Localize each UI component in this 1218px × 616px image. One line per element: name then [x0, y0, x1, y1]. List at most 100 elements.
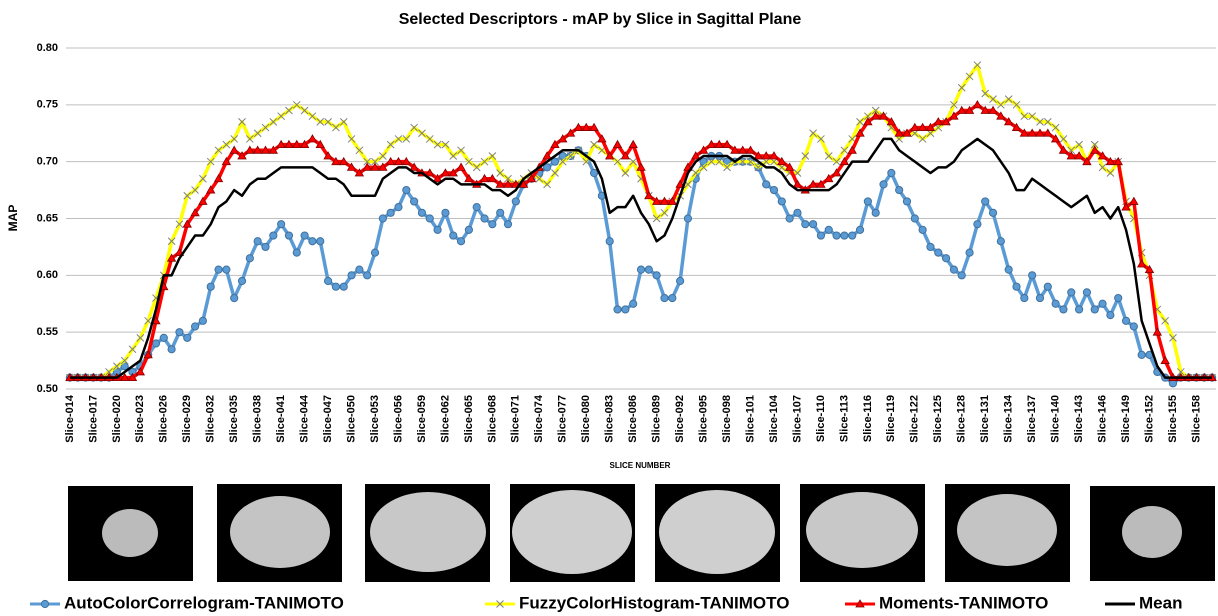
data-point: [1012, 282, 1021, 291]
legend-label: Moments-TANIMOTO: [879, 593, 1048, 612]
data-point: [440, 168, 451, 177]
data-point: [1028, 112, 1037, 121]
data-point: [237, 276, 247, 286]
data-point: [808, 179, 818, 188]
data-point: [347, 271, 356, 280]
data-point: [855, 128, 865, 137]
data-point: [253, 237, 262, 246]
data-point: [323, 276, 333, 286]
data-point: [222, 265, 231, 274]
data-point: [488, 152, 497, 160]
y-tick-label: 0.70: [37, 156, 58, 168]
data-point: [175, 328, 184, 337]
data-point: [378, 214, 387, 223]
data-point: [714, 139, 724, 149]
x-tick-label: Slice-128: [956, 395, 968, 443]
data-point: [472, 203, 481, 212]
x-tick-label: Slice-146: [1096, 395, 1108, 443]
data-point: [410, 197, 419, 206]
data-point: [1058, 145, 1069, 154]
x-tick-label: Slice-047: [322, 395, 334, 443]
data-point: [988, 208, 998, 217]
data-point: [972, 100, 983, 109]
data-point: [918, 135, 927, 143]
data-point: [495, 179, 505, 188]
data-point: [480, 157, 489, 166]
data-point: [112, 362, 121, 371]
data-point: [269, 231, 278, 240]
data-point: [120, 356, 129, 365]
x-tick-label: Slice-143: [1073, 395, 1085, 443]
data-point: [801, 152, 810, 160]
data-point: [1161, 316, 1170, 325]
data-point: [222, 140, 231, 149]
data-point: [746, 157, 755, 166]
data-point: [166, 253, 177, 262]
data-point: [1105, 156, 1116, 166]
data-point: [871, 111, 881, 120]
data-point: [660, 293, 669, 303]
data-point: [292, 248, 301, 257]
data-point: [1129, 322, 1138, 331]
data-point: [347, 135, 356, 143]
x-tick-label: Slice-065: [463, 395, 475, 443]
data-point: [824, 173, 834, 183]
data-point: [542, 151, 552, 160]
x-tick-label: Slice-149: [1120, 395, 1132, 443]
data-point: [425, 168, 435, 177]
data-point: [848, 231, 857, 240]
data-point: [706, 139, 717, 149]
data-point: [816, 231, 826, 240]
x-tick-label: Slice-044: [299, 394, 311, 443]
data-point: [292, 139, 302, 149]
data-point: [229, 145, 239, 154]
data-point: [793, 208, 802, 217]
x-tick-label: Slice-050: [345, 395, 357, 443]
data-point: [605, 237, 614, 246]
data-point: [589, 122, 599, 131]
data-point: [652, 271, 661, 280]
data-point: [1129, 196, 1139, 205]
x-tick-label: Slice-017: [87, 395, 99, 443]
data-point: [1035, 293, 1045, 303]
data-point: [769, 185, 779, 195]
data-point: [949, 111, 959, 120]
data-point: [504, 174, 512, 183]
data-point: [183, 333, 192, 342]
data-point: [1113, 156, 1123, 166]
x-tick-label: Slice-053: [369, 395, 381, 443]
data-point: [167, 237, 176, 246]
data-point: [792, 179, 803, 188]
data-point: [957, 271, 966, 280]
brain-image: [230, 496, 330, 568]
data-point: [894, 128, 904, 137]
data-point: [831, 168, 842, 177]
data-point: [933, 117, 943, 126]
x-tick-label: Slice-086: [627, 395, 639, 443]
data-point: [902, 128, 912, 137]
data-point: [590, 140, 598, 149]
data-point: [425, 135, 434, 143]
x-tick-label: Slice-077: [557, 395, 569, 443]
data-point: [636, 162, 646, 171]
x-tick-label: Slice-137: [1026, 395, 1038, 443]
data-point: [285, 106, 293, 115]
data-point: [878, 111, 889, 120]
data-point: [1121, 202, 1131, 211]
data-point: [917, 122, 928, 131]
x-tick-label: Slice-113: [838, 395, 850, 442]
data-point: [1011, 122, 1022, 131]
data-point: [1136, 259, 1147, 268]
data-point: [449, 231, 458, 240]
data-point: [144, 316, 152, 325]
data-point: [496, 600, 504, 608]
data-point: [1020, 112, 1029, 121]
data-point: [738, 157, 747, 166]
data-point: [418, 129, 426, 138]
y-tick-label: 0.80: [37, 42, 58, 54]
data-point: [652, 214, 661, 223]
data-point: [761, 151, 771, 160]
data-point: [409, 162, 419, 171]
data-point: [237, 151, 247, 160]
data-point: [167, 345, 176, 354]
